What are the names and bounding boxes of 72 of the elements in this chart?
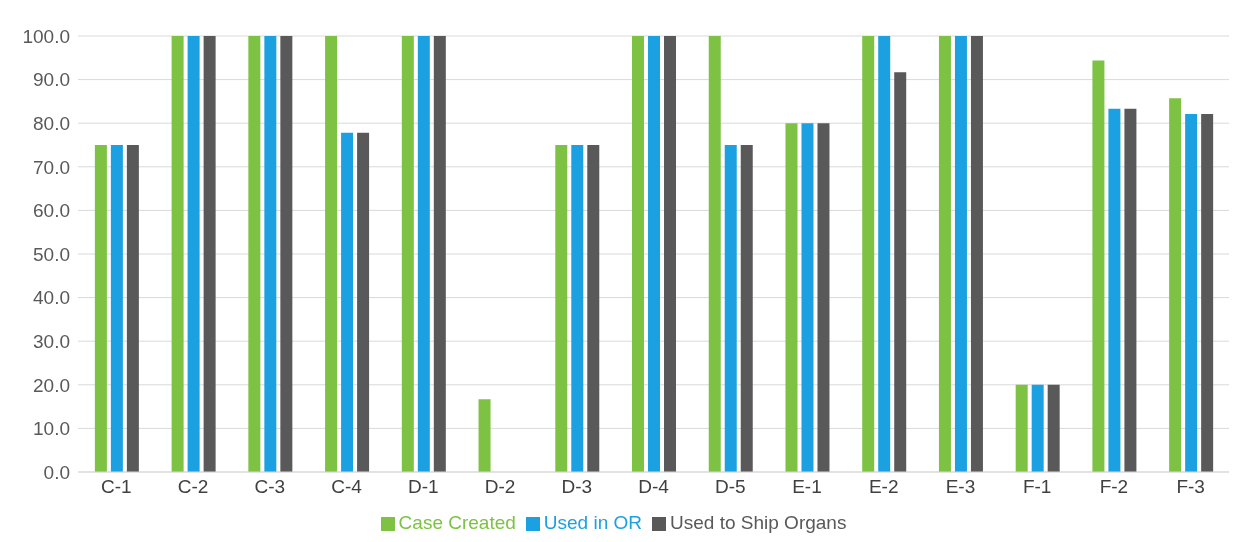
bar: [1108, 108, 1121, 472]
y-tick-label: 20.0: [33, 374, 70, 396]
bar: [1031, 384, 1044, 472]
bar: [862, 36, 875, 472]
x-tick-label: E-2: [868, 476, 899, 498]
bar: [417, 36, 430, 472]
bar: [724, 145, 737, 472]
bar: [817, 123, 830, 472]
bar: [571, 145, 584, 472]
x-tick-label: C-3: [254, 476, 286, 498]
bar: [632, 36, 645, 472]
bar: [248, 36, 261, 472]
bar: [664, 36, 677, 472]
bar: [433, 36, 446, 472]
y-tick-label: 60.0: [33, 200, 70, 222]
x-tick-label: D-5: [714, 476, 746, 498]
x-tick-label: D-1: [407, 476, 439, 498]
bar: [878, 36, 891, 472]
bar: [478, 399, 491, 472]
bar: [1169, 98, 1182, 472]
bar: [126, 145, 139, 472]
x-tick-label: D-3: [561, 476, 593, 498]
x-tick-label: E-1: [792, 476, 822, 498]
x-tick-label: F-2: [1099, 476, 1129, 498]
y-tick-label: 90.0: [33, 69, 70, 91]
bar: [938, 36, 951, 472]
x-tick-label: C-2: [177, 476, 209, 498]
bar: [555, 145, 568, 472]
bar: [1047, 384, 1060, 472]
bar: [280, 36, 293, 472]
legend-label: Case Created: [398, 512, 516, 533]
y-tick-label: 0.0: [43, 461, 70, 483]
bar: [801, 123, 814, 472]
bar: [587, 145, 600, 472]
bar: [954, 36, 967, 472]
bar: [1092, 60, 1105, 472]
x-tick-label: D-4: [638, 476, 670, 498]
bar: [740, 145, 753, 472]
bar: [785, 123, 798, 472]
x-tick-label: F-1: [1022, 476, 1052, 498]
x-tick-label: D-2: [484, 476, 516, 498]
bar: [171, 36, 184, 472]
bar: [970, 36, 983, 472]
bar: [110, 145, 123, 472]
bar: [203, 36, 216, 472]
y-tick-label: 10.0: [33, 418, 70, 440]
y-tick-label: 40.0: [33, 287, 70, 309]
bar: [1201, 114, 1214, 472]
bar: [708, 36, 721, 472]
bar: [894, 72, 907, 472]
y-tick-label: 30.0: [33, 330, 70, 352]
bar: [94, 145, 107, 472]
x-tick-label: C-1: [101, 476, 132, 498]
y-tick-label: 70.0: [33, 156, 70, 178]
bar: [187, 36, 200, 472]
bar: [648, 36, 661, 472]
bar: [341, 132, 354, 472]
x-tick-label: C-4: [331, 476, 363, 498]
bar: [401, 36, 414, 472]
legend-label: Used in OR: [543, 512, 643, 533]
bar: [1185, 114, 1198, 472]
legend-label: Used to Ship Organs: [670, 512, 847, 533]
y-tick-label: 100.0: [22, 25, 70, 47]
bar: [264, 36, 277, 472]
x-tick-label: F-3: [1176, 476, 1205, 498]
x-tick-label: E-3: [945, 476, 976, 498]
bar: [325, 36, 338, 472]
bar: [1015, 384, 1028, 472]
y-tick-label: 50.0: [33, 243, 70, 265]
bar: [1124, 108, 1137, 472]
y-tick-label: 80.0: [33, 112, 70, 134]
bar: [357, 132, 370, 472]
